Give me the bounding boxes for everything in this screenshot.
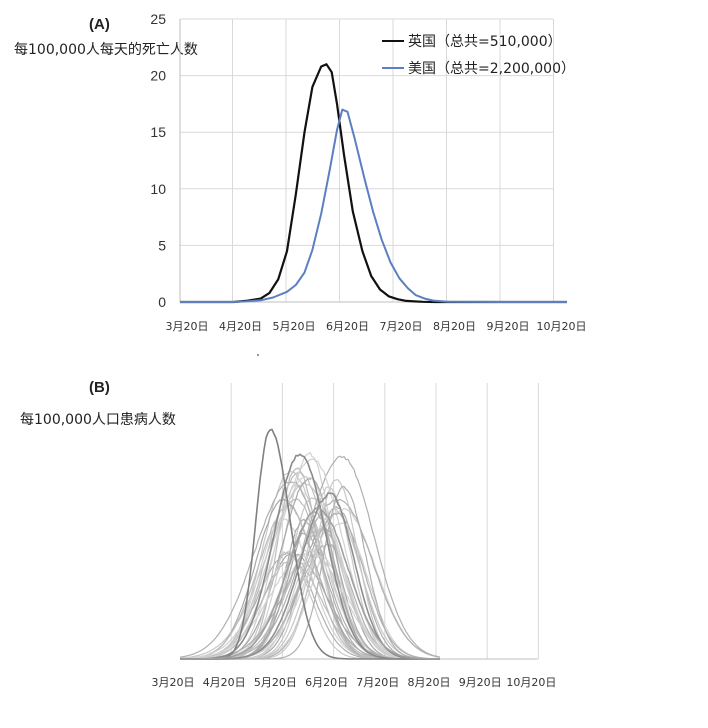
panel-a-label: (A)	[89, 16, 110, 33]
panel-a-yticks: 0 5 10 15 20 25	[150, 11, 166, 310]
panel-b-ylabel: 每100,000人口患病人数	[20, 412, 176, 428]
ensemble-curve	[180, 453, 440, 660]
legend-label-us: 美国（总共=2,200,000）	[408, 61, 575, 77]
x-tick-label: 9月20日	[487, 320, 530, 333]
artifact-mark	[257, 354, 259, 356]
panel-a: (A) 每100,000人每天的死亡人数 0 5 10 15 20 25 3月20日 4月2…	[14, 11, 587, 333]
x-tick-label: 10月20日	[506, 676, 556, 689]
x-tick-label: 10月20日	[537, 320, 587, 333]
x-tick-label: 7月20日	[380, 320, 423, 333]
panel-b-xticks: 3月20日 4月20日 5月20日 6月20日 7月20日 8月20日 9月20日 10月20…	[152, 676, 557, 689]
legend: 英国（总共=510,000） 美国（总共=2,200,000）	[382, 33, 575, 77]
x-tick-label: 3月20日	[152, 676, 195, 689]
x-tick-label: 9月20日	[459, 676, 502, 689]
legend-label-uk: 英国（总共=510,000）	[408, 33, 562, 50]
series-line-uk	[180, 63, 567, 304]
x-tick-label: 8月20日	[408, 676, 451, 689]
y-tick-label: 15	[150, 124, 166, 140]
panel-a-ylabel: 每100,000人每天的死亡人数	[14, 42, 198, 58]
x-tick-label: 3月20日	[166, 320, 209, 333]
x-tick-label: 8月20日	[433, 320, 476, 333]
y-tick-label: 0	[158, 294, 166, 310]
y-tick-label: 25	[150, 11, 166, 27]
y-tick-label: 20	[150, 68, 166, 84]
x-tick-label: 6月20日	[305, 676, 348, 689]
y-tick-label: 10	[150, 181, 166, 197]
x-tick-label: 4月20日	[219, 320, 262, 333]
panel-b: (B) 每100,000人口患病人数 3月20日 4月20日 5月20日 6月20日 7…	[20, 379, 556, 689]
ensemble-curve	[180, 492, 440, 660]
panel-b-label: (B)	[89, 379, 110, 396]
panel-a-xticks: 3月20日 4月20日 5月20日 6月20日 7月20日 8月20日 9月20日 10月20…	[166, 320, 587, 333]
y-tick-label: 5	[158, 237, 166, 253]
panel-a-grid	[179, 18, 554, 303]
x-tick-label: 7月20日	[356, 676, 399, 689]
panel-a-lines	[180, 63, 567, 304]
x-tick-label: 5月20日	[273, 320, 316, 333]
x-tick-label: 6月20日	[326, 320, 369, 333]
ensemble-curve	[180, 522, 440, 660]
series-line-us	[180, 108, 567, 303]
x-tick-label: 5月20日	[254, 676, 297, 689]
panel-b-lines	[179, 428, 441, 660]
ensemble-curve	[180, 506, 441, 660]
ensemble-curve	[180, 428, 440, 660]
x-tick-label: 4月20日	[203, 676, 246, 689]
